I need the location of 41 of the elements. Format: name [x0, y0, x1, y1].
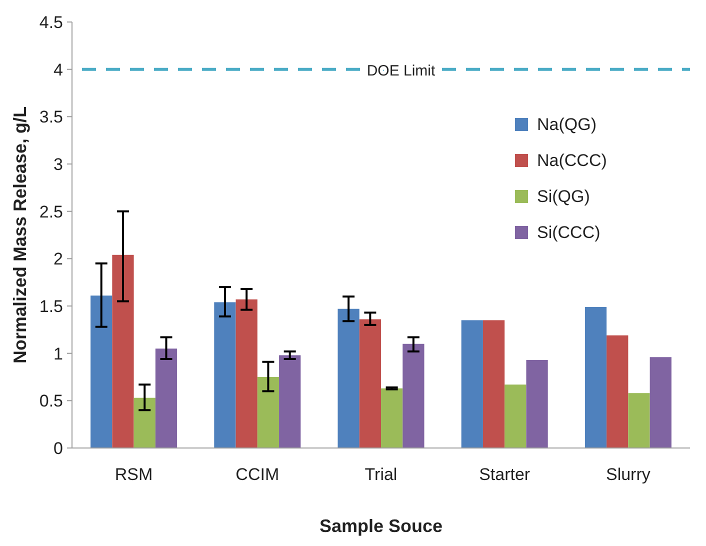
x-tick-label: RSM: [114, 465, 153, 484]
bar: [381, 388, 403, 448]
bar: [461, 320, 483, 448]
bar: [482, 320, 505, 448]
y-tick-label: 0: [54, 439, 63, 458]
bar: [628, 393, 650, 448]
legend-label: Na(QG): [537, 115, 596, 134]
bar: [359, 319, 381, 448]
x-tick-label: Trial: [364, 465, 398, 484]
bar: [236, 299, 258, 448]
x-tick-label: CCIM: [236, 465, 280, 484]
bar: [257, 377, 280, 448]
bar: [402, 344, 424, 448]
bar: [584, 306, 607, 448]
bar: [338, 308, 360, 448]
legend-label: Na(CCC): [537, 151, 607, 170]
y-tick-label: 4.5: [39, 13, 63, 32]
bar: [504, 384, 526, 448]
x-tick-label: Slurry: [606, 465, 651, 484]
x-axis-title: Sample Souce: [319, 516, 443, 536]
y-tick-label: 3.5: [39, 108, 63, 127]
bar: [606, 335, 628, 448]
y-tick-label: 2: [54, 250, 63, 269]
legend-label: Si(QG): [537, 187, 590, 206]
bar: [134, 398, 156, 448]
bar: [155, 348, 178, 448]
y-tick-label: 1.5: [39, 297, 63, 316]
bar: [112, 254, 134, 448]
y-tick-label: 0.5: [39, 392, 63, 411]
y-tick-label: 2.5: [39, 202, 63, 222]
bar: [650, 357, 672, 448]
y-tick-label: 1: [54, 344, 63, 364]
bar: [526, 360, 548, 448]
bar: [90, 296, 112, 448]
bar: [279, 355, 301, 448]
y-tick-label: 3: [54, 155, 63, 174]
y-axis-title: Normalized Mass Release, g/L: [10, 106, 30, 364]
x-tick-label: Starter: [479, 465, 530, 484]
bar: [214, 302, 236, 448]
legend-label: Si(CCC): [537, 223, 600, 242]
y-tick-label: 4: [54, 60, 63, 80]
